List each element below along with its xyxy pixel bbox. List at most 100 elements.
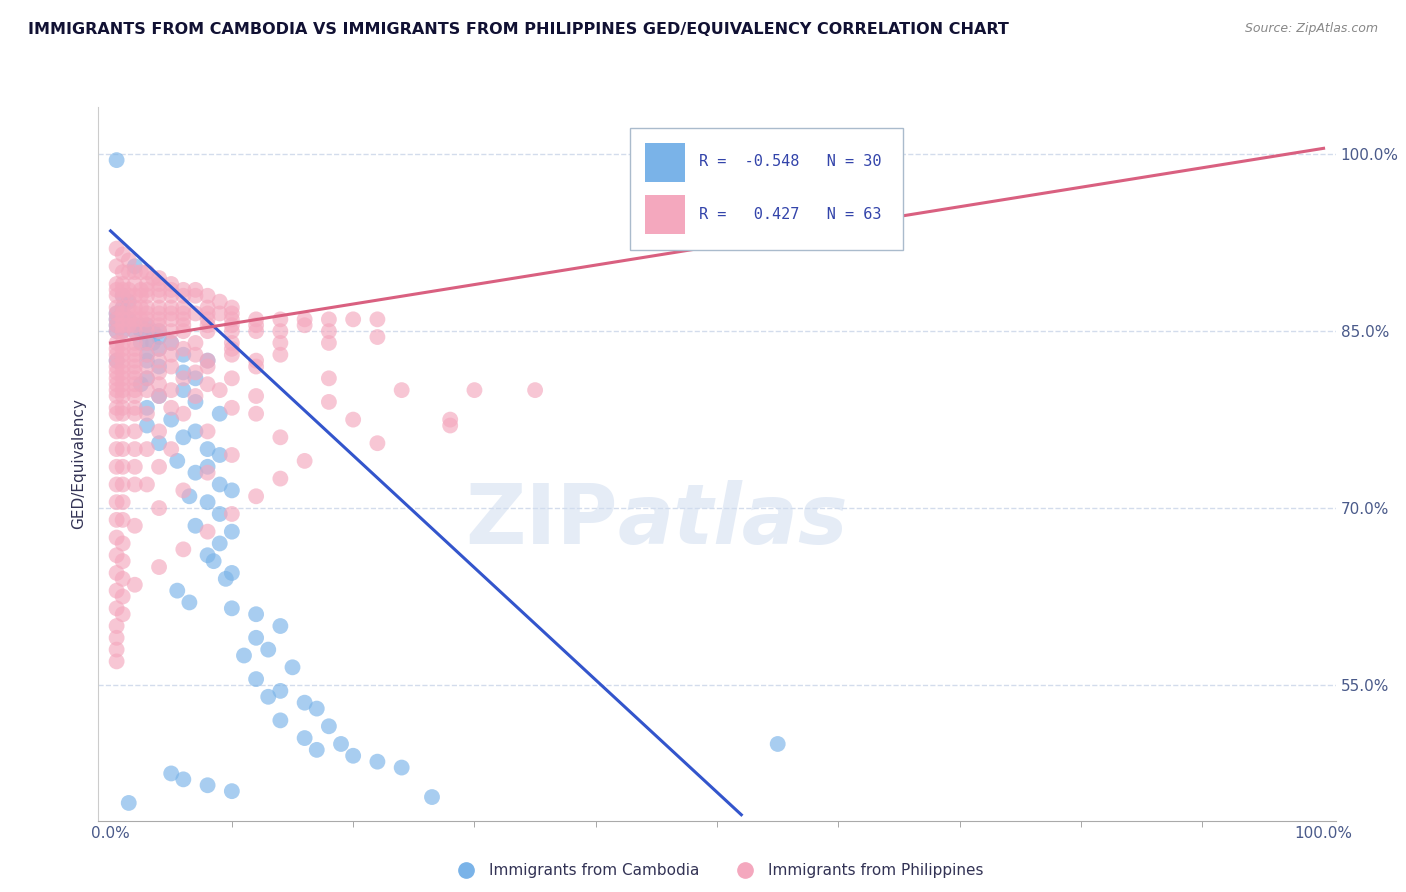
Point — [111, 359, 134, 374]
Point — [184, 289, 207, 303]
Point — [184, 306, 207, 320]
Point — [111, 353, 134, 368]
Point — [184, 425, 207, 439]
Point — [245, 407, 267, 421]
Point — [439, 418, 461, 433]
Point — [136, 401, 159, 415]
Point — [148, 459, 170, 474]
Point — [118, 796, 141, 810]
Point — [245, 312, 267, 326]
Point — [105, 371, 128, 385]
Point — [105, 407, 128, 421]
Point — [160, 306, 183, 320]
Point — [281, 660, 304, 674]
Point — [172, 342, 194, 356]
Point — [294, 312, 316, 326]
Point — [172, 407, 194, 421]
Point — [160, 335, 183, 350]
Point — [124, 265, 146, 279]
Point — [197, 495, 219, 509]
Point — [221, 335, 243, 350]
Point — [318, 324, 340, 338]
Point — [105, 283, 128, 297]
Point — [105, 477, 128, 491]
Point — [524, 383, 547, 397]
Point — [105, 324, 128, 338]
Point — [124, 289, 146, 303]
Point — [105, 359, 128, 374]
Point — [208, 477, 231, 491]
Text: ZIP: ZIP — [465, 481, 619, 561]
Point — [269, 714, 291, 728]
Point — [118, 312, 141, 326]
Point — [111, 513, 134, 527]
Point — [160, 348, 183, 362]
Point — [124, 425, 146, 439]
Point — [105, 260, 128, 274]
Point — [124, 324, 146, 338]
Point — [172, 772, 194, 787]
Point — [111, 348, 134, 362]
Point — [111, 536, 134, 550]
Point — [105, 619, 128, 633]
Point — [124, 342, 146, 356]
Point — [172, 542, 194, 557]
Point — [197, 548, 219, 562]
Point — [118, 283, 141, 297]
Point — [305, 743, 328, 757]
Point — [105, 459, 128, 474]
Point — [766, 737, 789, 751]
Point — [197, 466, 219, 480]
Point — [124, 324, 146, 338]
Point — [148, 366, 170, 380]
Point — [366, 312, 388, 326]
Point — [160, 412, 183, 426]
Point — [124, 301, 146, 315]
Point — [111, 312, 134, 326]
Point — [111, 495, 134, 509]
Point — [166, 583, 188, 598]
Point — [318, 719, 340, 733]
Point — [111, 554, 134, 568]
Point — [105, 324, 128, 338]
Legend: Immigrants from Cambodia, Immigrants from Philippines: Immigrants from Cambodia, Immigrants fro… — [444, 857, 990, 884]
Point — [118, 253, 141, 268]
Point — [105, 318, 128, 333]
Point — [105, 348, 128, 362]
Point — [136, 348, 159, 362]
Point — [208, 294, 231, 309]
Point — [105, 654, 128, 668]
Point — [197, 442, 219, 456]
Point — [160, 359, 183, 374]
Point — [160, 277, 183, 291]
Point — [105, 312, 128, 326]
Point — [111, 371, 134, 385]
Point — [124, 459, 146, 474]
Point — [105, 566, 128, 580]
Point — [124, 348, 146, 362]
Point — [105, 312, 128, 326]
Point — [129, 377, 152, 392]
Point — [111, 377, 134, 392]
Point — [124, 377, 146, 392]
Point — [269, 324, 291, 338]
Point — [342, 412, 364, 426]
Point — [136, 348, 159, 362]
Point — [105, 601, 128, 615]
Point — [172, 371, 194, 385]
Text: R =   0.427   N = 63: R = 0.427 N = 63 — [699, 207, 882, 221]
Point — [166, 454, 188, 468]
Point — [124, 407, 146, 421]
Point — [105, 389, 128, 403]
Point — [136, 353, 159, 368]
Point — [124, 306, 146, 320]
Point — [124, 312, 146, 326]
Point — [197, 301, 219, 315]
Point — [294, 454, 316, 468]
Point — [148, 436, 170, 450]
Point — [197, 359, 219, 374]
Point — [160, 324, 183, 338]
Point — [148, 277, 170, 291]
Point — [129, 335, 152, 350]
Point — [105, 583, 128, 598]
